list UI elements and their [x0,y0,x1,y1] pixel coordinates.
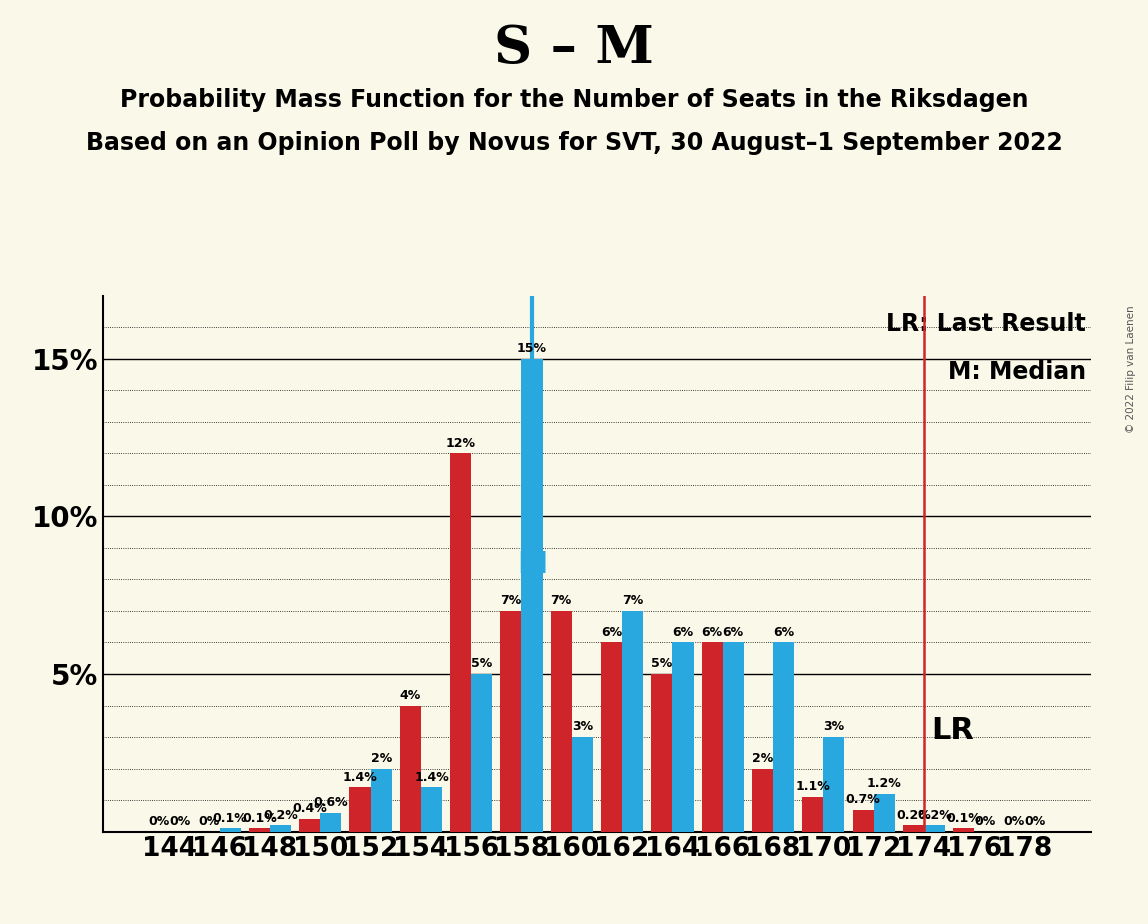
Bar [902,825,924,832]
Bar [219,829,241,832]
Bar [823,737,845,832]
Text: 0.2%: 0.2% [917,808,952,821]
Bar [501,611,521,832]
Text: 0%: 0% [199,815,219,828]
Text: 0%: 0% [1024,815,1046,828]
Text: 0.1%: 0.1% [242,811,277,824]
Text: 6%: 6% [701,626,723,638]
Text: LR: LR [931,716,975,746]
Text: 2%: 2% [752,752,773,765]
Bar [421,787,442,832]
Text: 6%: 6% [673,626,693,638]
Text: 12%: 12% [445,436,475,449]
Text: 0.1%: 0.1% [212,811,248,824]
Text: 15%: 15% [517,342,548,355]
Text: Based on an Opinion Poll by Novus for SVT, 30 August–1 September 2022: Based on an Opinion Poll by Novus for SV… [86,131,1062,155]
Text: LR: Last Result: LR: Last Result [886,311,1086,335]
Text: 5%: 5% [651,657,673,670]
Text: 0.6%: 0.6% [313,796,348,808]
Bar [802,796,823,832]
Text: 6%: 6% [723,626,744,638]
Text: 0.4%: 0.4% [293,802,327,815]
Bar [701,642,723,832]
Text: 0%: 0% [975,815,995,828]
Text: © 2022 Filip van Laenen: © 2022 Filip van Laenen [1126,306,1135,433]
Bar [953,829,975,832]
Bar [622,611,643,832]
Bar [400,706,421,832]
Bar [300,819,320,832]
Text: 0.2%: 0.2% [897,808,931,821]
Text: 7%: 7% [501,594,521,607]
Text: M: Median: M: Median [947,360,1086,384]
Bar [450,454,471,832]
Text: 1.1%: 1.1% [796,780,830,793]
Bar [853,809,874,832]
Bar [270,825,292,832]
Bar [924,825,945,832]
Bar [651,674,673,832]
Text: 0.1%: 0.1% [946,811,982,824]
Bar [349,787,371,832]
Bar [673,642,693,832]
Text: 0%: 0% [148,815,170,828]
Bar [773,642,794,832]
Bar [371,769,391,832]
Text: 3%: 3% [572,720,592,734]
Text: 0%: 0% [1003,815,1025,828]
Bar [874,794,894,832]
Text: 6%: 6% [602,626,622,638]
Text: 0.2%: 0.2% [263,808,297,821]
Text: 4%: 4% [400,688,421,701]
Text: 1.2%: 1.2% [867,777,901,790]
Text: M: M [517,551,548,579]
Bar [521,359,543,832]
Text: 7%: 7% [622,594,643,607]
Bar [602,642,622,832]
Text: 0%: 0% [169,815,191,828]
Bar [249,829,270,832]
Text: 7%: 7% [551,594,572,607]
Text: 2%: 2% [371,752,391,765]
Bar [320,813,341,832]
Text: 5%: 5% [471,657,492,670]
Text: Probability Mass Function for the Number of Seats in the Riksdagen: Probability Mass Function for the Number… [119,88,1029,112]
Bar [752,769,773,832]
Text: S – M: S – M [494,23,654,74]
Text: 1.4%: 1.4% [342,771,378,784]
Bar [572,737,592,832]
Text: 6%: 6% [773,626,794,638]
Bar [551,611,572,832]
Bar [723,642,744,832]
Bar [471,674,492,832]
Text: 0.7%: 0.7% [846,793,881,806]
Text: 1.4%: 1.4% [414,771,449,784]
Text: 3%: 3% [823,720,845,734]
